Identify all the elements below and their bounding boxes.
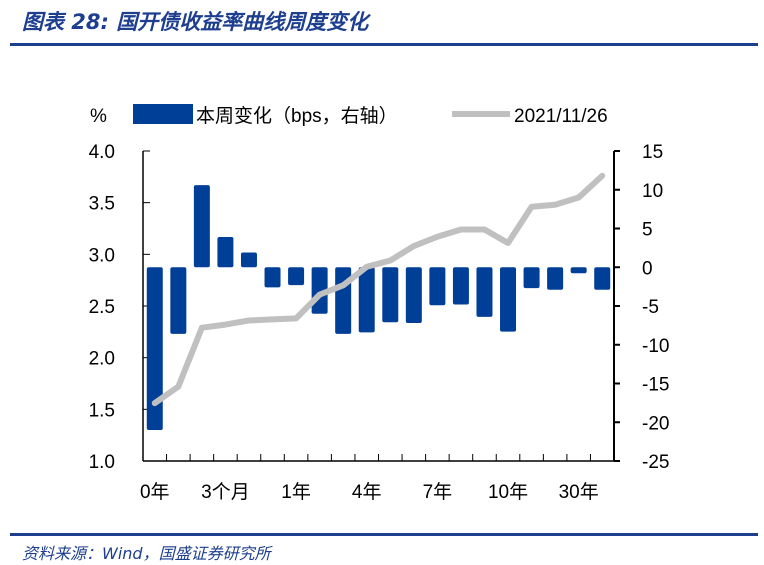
right-tick-label: 5: [642, 220, 653, 241]
bar: [429, 267, 446, 306]
bar: [500, 267, 517, 332]
right-tick-label: -15: [642, 375, 669, 396]
right-tick-label: -20: [642, 413, 669, 434]
x-tick-label: 1年: [281, 481, 311, 503]
x-tick-label: 30年: [559, 481, 599, 503]
divider: [10, 43, 758, 46]
x-tick-label: 7年: [423, 481, 453, 503]
legend-bar-swatch: [133, 104, 193, 124]
bar: [358, 267, 375, 333]
bar: [476, 267, 493, 317]
x-tick-label: 4年: [352, 481, 382, 503]
bar: [382, 267, 399, 323]
bar: [240, 252, 257, 268]
left-tick-label: 1.5: [89, 400, 115, 421]
bar: [217, 237, 234, 268]
bar: [452, 267, 469, 305]
right-tick-label: -5: [642, 297, 659, 318]
left-tick-label: 2.5: [89, 297, 115, 318]
divider: [10, 533, 758, 536]
right-tick-label: 0: [642, 258, 653, 279]
right-tick-label: 15: [642, 142, 663, 163]
source-note: 资料来源：Wind，国盛证券研究所: [22, 544, 271, 563]
x-tick-label: 3个月: [201, 481, 250, 503]
bar: [547, 267, 564, 290]
left-tick-label: 1.0: [89, 452, 115, 473]
bar: [523, 267, 540, 289]
bar: [264, 267, 281, 288]
line-series: [151, 172, 606, 407]
right-tick-label: -25: [642, 452, 669, 473]
left-tick-label: 2.0: [89, 349, 115, 370]
left-tick-label: 3.0: [89, 245, 115, 266]
chart-title: 图表 28: 国开债收益率曲线周度变化: [22, 10, 369, 34]
x-tick-label: 0年: [140, 481, 170, 503]
left-unit-label: %: [90, 106, 107, 127]
bar: [570, 267, 587, 274]
bar: [405, 267, 422, 324]
right-tick-label: 10: [642, 181, 663, 202]
bar: [170, 267, 187, 334]
x-tick-label: 10年: [488, 481, 528, 503]
bar: [288, 267, 305, 286]
bar: [594, 267, 611, 290]
left-tick-label: 3.5: [89, 194, 115, 215]
legend-bar-label: 本周变化（bps，右轴）: [196, 105, 398, 127]
left-tick-label: 4.0: [89, 142, 115, 163]
legend-line-label: 2021/11/26: [514, 106, 608, 127]
bar: [193, 185, 210, 268]
right-tick-label: -10: [642, 336, 669, 357]
bar: [146, 267, 163, 430]
